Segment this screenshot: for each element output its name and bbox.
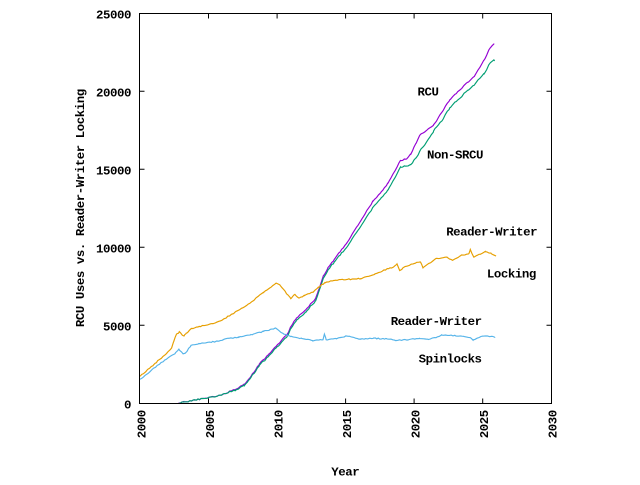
svg-text:2015: 2015 (341, 410, 355, 438)
svg-text:RCU: RCU (418, 86, 439, 100)
svg-text:10000: 10000 (96, 243, 131, 257)
svg-text:2025: 2025 (478, 410, 492, 438)
svg-text:5000: 5000 (103, 321, 131, 335)
svg-text:2010: 2010 (273, 410, 287, 438)
svg-text:0: 0 (124, 399, 131, 413)
svg-text:2020: 2020 (410, 410, 424, 438)
svg-text:20000: 20000 (96, 87, 131, 101)
svg-text:Spinlocks: Spinlocks (419, 353, 482, 367)
svg-text:Locking: Locking (487, 267, 536, 281)
svg-text:2005: 2005 (204, 410, 218, 438)
svg-text:Reader-Writer: Reader-Writer (446, 225, 537, 239)
svg-text:Year: Year (331, 465, 359, 479)
svg-text:Reader-Writer: Reader-Writer (391, 315, 482, 329)
svg-text:25000: 25000 (96, 9, 131, 23)
svg-text:2000: 2000 (136, 410, 150, 438)
svg-text:RCU Uses vs. Reader-Writer Loc: RCU Uses vs. Reader-Writer Locking (74, 89, 88, 327)
svg-text:15000: 15000 (96, 165, 131, 179)
svg-text:2030: 2030 (547, 410, 561, 438)
svg-text:Non-SRCU: Non-SRCU (427, 148, 483, 162)
